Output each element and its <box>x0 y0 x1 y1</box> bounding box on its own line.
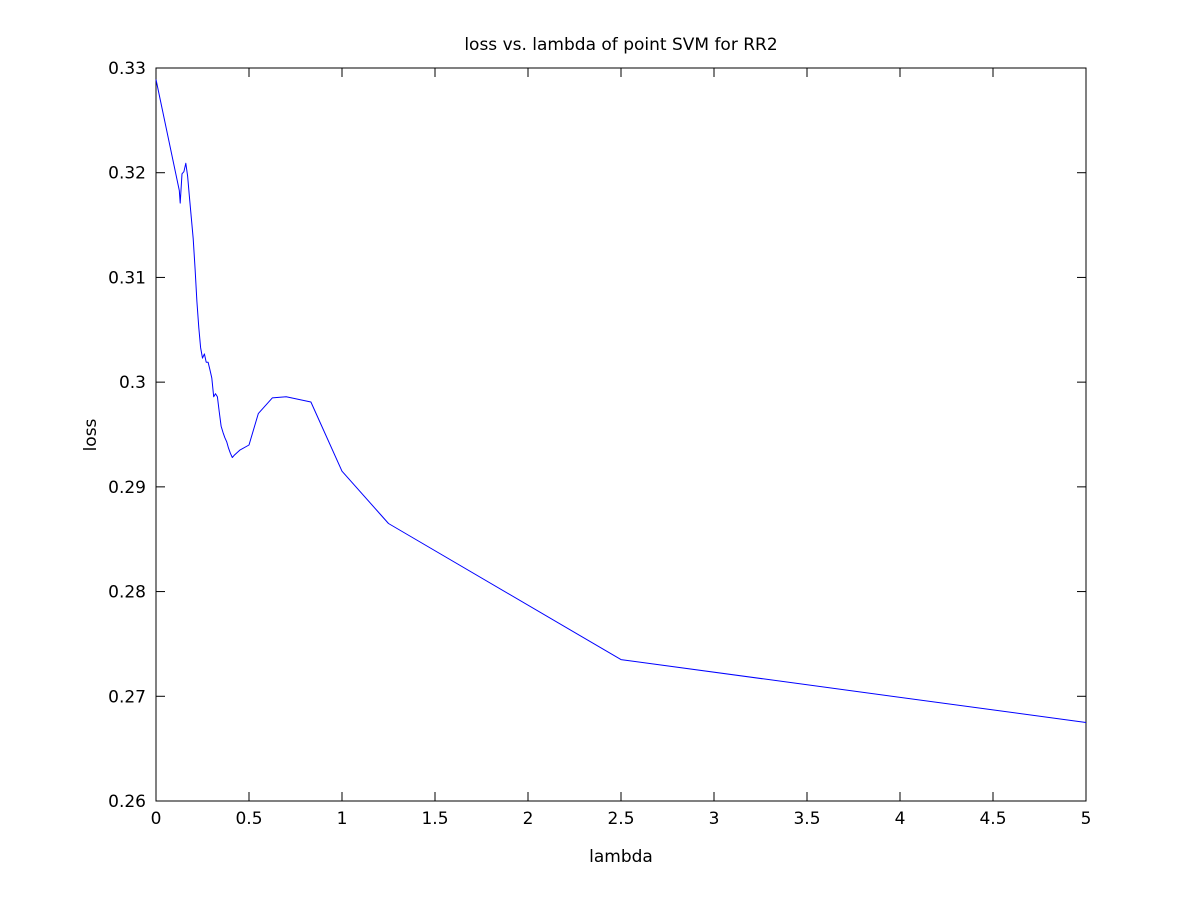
data-point <box>221 426 222 427</box>
data-point <box>213 396 214 397</box>
data-point <box>193 238 194 239</box>
x-tick-label: 0 <box>151 809 162 829</box>
chart-title: loss vs. lambda of point SVM for RR2 <box>464 35 777 55</box>
x-tick-label: 2 <box>523 809 534 829</box>
x-tick-label: 3.5 <box>793 809 820 829</box>
data-point <box>185 163 186 164</box>
data-point <box>248 444 249 445</box>
data-point <box>258 413 259 414</box>
data-point <box>202 358 203 359</box>
x-tick-label: 4.5 <box>979 809 1006 829</box>
data-point <box>217 396 218 397</box>
y-tick-label: 0.29 <box>108 478 146 498</box>
data-point <box>215 393 216 394</box>
data-point <box>180 203 181 204</box>
loss-series-line <box>155 79 1087 723</box>
axes-box <box>155 67 1087 802</box>
data-point <box>196 301 197 302</box>
data-point <box>286 396 287 397</box>
x-axis-ticks: 0 0.5 1 1.5 2 2.5 3 3.5 4 4.5 5 <box>151 68 1092 829</box>
x-tick-label: 1 <box>337 809 348 829</box>
data-point <box>179 190 180 191</box>
series-layer <box>155 79 1087 723</box>
x-tick-label: 4 <box>895 809 906 829</box>
data-point <box>189 197 190 198</box>
data-point <box>183 171 184 172</box>
y-axis-label: loss <box>81 418 101 451</box>
data-point <box>181 173 182 174</box>
data-point <box>198 327 199 328</box>
data-point <box>191 217 192 218</box>
data-point <box>211 377 212 378</box>
y-axis-ticks: 0.26 0.27 0.28 0.29 0.3 0.31 0.32 0.33 <box>108 59 1086 812</box>
data-point <box>232 457 233 458</box>
data-point <box>1085 722 1086 723</box>
data-point <box>195 269 196 270</box>
data-point <box>341 471 342 472</box>
data-point <box>204 353 205 354</box>
data-point <box>228 448 229 449</box>
x-tick-label: 3 <box>709 809 720 829</box>
data-point <box>620 659 621 660</box>
data-point <box>206 362 207 363</box>
y-tick-label: 0.27 <box>108 687 146 707</box>
data-point <box>187 175 188 176</box>
y-tick-label: 0.31 <box>108 268 146 288</box>
x-tick-label: 1.5 <box>421 809 448 829</box>
data-point <box>234 455 235 456</box>
data-point <box>200 347 201 348</box>
data-point <box>388 523 389 524</box>
x-axis-label: lambda <box>589 847 653 867</box>
data-point <box>239 450 240 451</box>
y-tick-label: 0.28 <box>108 583 146 603</box>
x-tick-label: 2.5 <box>607 809 634 829</box>
data-point <box>219 411 220 412</box>
data-point <box>230 453 231 454</box>
y-tick-label: 0.32 <box>108 164 146 184</box>
data-point <box>272 397 273 398</box>
x-tick-label: 0.5 <box>235 809 262 829</box>
data-point <box>155 79 156 80</box>
data-point <box>310 401 311 402</box>
y-tick-label: 0.33 <box>108 59 146 79</box>
data-point <box>222 432 223 433</box>
y-tick-label: 0.26 <box>108 792 146 812</box>
x-tick-label: 5 <box>1081 809 1092 829</box>
data-point <box>209 369 210 370</box>
y-tick-label: 0.3 <box>119 373 146 393</box>
data-point <box>226 441 227 442</box>
data-point <box>224 437 225 438</box>
data-point <box>208 362 209 363</box>
